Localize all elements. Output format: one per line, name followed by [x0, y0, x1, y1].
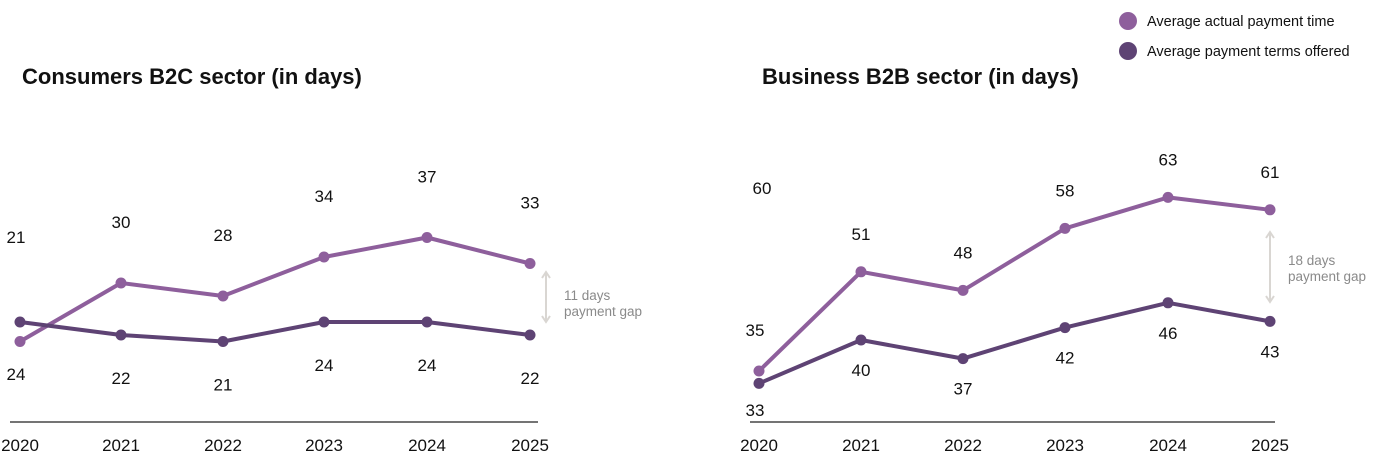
data-label: 43 [1261, 342, 1280, 361]
series-line-actual [757, 195, 1271, 373]
data-point [1059, 322, 1071, 334]
data-point [14, 336, 26, 347]
data-point [524, 258, 536, 269]
data-label: 33 [521, 194, 540, 213]
series-line-terms [19, 320, 531, 344]
data-point [1264, 204, 1276, 216]
data-point [1162, 297, 1174, 309]
data-point [1059, 222, 1071, 234]
legend-label-actual: Average actual payment time [1147, 14, 1335, 30]
data-point [753, 377, 765, 389]
data-point [1264, 315, 1276, 327]
data-point [957, 284, 969, 296]
data-label: 22 [521, 369, 540, 388]
legend: Average actual payment time Average paym… [1119, 12, 1350, 60]
data-label: 21 [7, 228, 26, 247]
gap-arrow-head-up [541, 270, 551, 279]
data-point [217, 290, 229, 302]
x-tick-label: 2023 [1046, 436, 1084, 455]
gap-annotation-line2: payment gap [1288, 269, 1366, 284]
chart-title-b2c: Consumers B2C sector (in days) [22, 64, 362, 89]
data-label: 34 [315, 187, 334, 206]
data-label: 58 [1056, 181, 1075, 200]
x-tick-label: 2023 [305, 436, 343, 455]
data-label: 30 [112, 213, 131, 232]
data-point [115, 329, 127, 341]
data-label: 28 [214, 226, 233, 245]
gap-arrow-head-up [1265, 230, 1275, 239]
data-label: 48 [954, 243, 973, 262]
series-line-terms [758, 300, 1271, 386]
data-label: 33 [746, 401, 765, 420]
data-point [524, 329, 536, 341]
legend-marker-actual [1119, 12, 1137, 30]
x-tick-label: 2024 [1149, 436, 1187, 455]
data-label: 24 [315, 356, 334, 375]
data-point [753, 365, 765, 377]
x-tick-label: 2024 [408, 436, 446, 455]
data-label: 37 [954, 380, 973, 399]
data-label: 61 [1261, 163, 1280, 182]
data-label: 51 [852, 225, 871, 244]
data-point [115, 277, 127, 289]
data-label: 63 [1159, 150, 1178, 169]
b2b-chart: 2020 2021 2022 2023 2024 2025 35 51 48 58 63 61 33 40… [740, 150, 1366, 455]
x-tick-label: 2022 [204, 436, 242, 455]
data-point [421, 316, 433, 328]
gap-annotation-line1: 18 days [1288, 253, 1336, 268]
gap-annotation-line1: 11 days [564, 288, 611, 303]
data-label: 37 [418, 168, 437, 187]
x-tick-label: 2020 [1, 436, 39, 455]
data-point [217, 336, 229, 347]
data-point [318, 251, 330, 263]
data-point [957, 353, 969, 365]
x-tick-label: 2021 [842, 436, 880, 455]
gap-arrow-head-down [1265, 295, 1275, 304]
data-label: 46 [1159, 324, 1178, 343]
data-label: 21 [214, 376, 233, 395]
data-label: 24 [7, 365, 26, 384]
legend-marker-terms [1119, 42, 1137, 60]
b2c-chart: 2020 2021 2022 2023 2024 2025 21 30 28 34 37 33 24 22… [1, 168, 642, 456]
data-point [855, 266, 867, 278]
chart-title-b2b: Business B2B sector (in days) [762, 64, 1079, 89]
data-point [14, 316, 26, 328]
series-line-actual [18, 235, 531, 344]
data-point [855, 334, 867, 346]
data-label: 22 [112, 369, 131, 388]
data-point [318, 316, 330, 328]
legend-label-terms: Average payment terms offered [1147, 44, 1350, 60]
x-tick-label: 2021 [102, 436, 140, 455]
data-point [1162, 191, 1174, 203]
x-tick-label: 2022 [944, 436, 982, 455]
data-point [421, 232, 433, 243]
data-label: 35 [746, 321, 765, 340]
x-tick-label: 2025 [1251, 436, 1289, 455]
gap-arrow-head-down [541, 315, 551, 324]
data-label: 42 [1056, 349, 1075, 368]
x-tick-label: 2025 [511, 436, 549, 455]
data-label: 24 [418, 356, 437, 375]
data-label: 60 [753, 179, 772, 198]
x-tick-label: 2020 [740, 436, 778, 455]
gap-annotation-line2: payment gap [564, 304, 642, 319]
data-label: 40 [852, 361, 871, 380]
